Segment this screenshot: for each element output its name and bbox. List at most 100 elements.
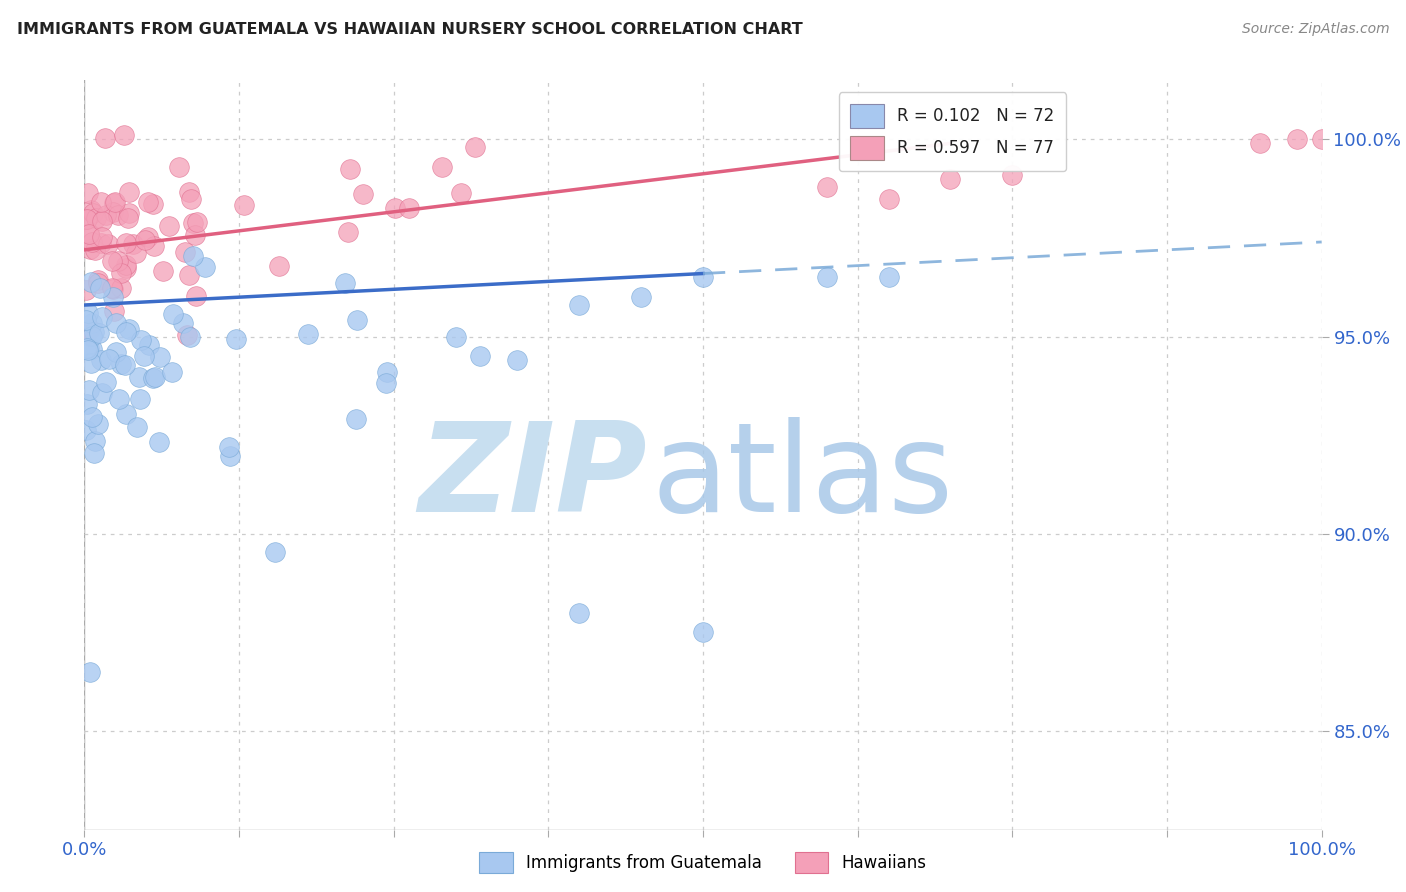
Point xyxy=(183,217,205,231)
Point xyxy=(398,202,420,216)
Point xyxy=(375,376,398,390)
Point xyxy=(125,420,148,434)
Point xyxy=(114,261,136,276)
Point xyxy=(134,233,156,247)
Point xyxy=(232,198,254,212)
Point xyxy=(79,322,101,336)
Point xyxy=(83,446,105,460)
Point xyxy=(186,215,208,229)
Point xyxy=(162,307,184,321)
Legend: Immigrants from Guatemala, Hawaiians: Immigrants from Guatemala, Hawaiians xyxy=(472,846,934,880)
Point xyxy=(339,161,361,176)
Point xyxy=(122,237,145,252)
Point xyxy=(118,185,141,199)
Point xyxy=(132,349,155,363)
Point xyxy=(1285,132,1308,146)
Point xyxy=(470,349,492,363)
Point xyxy=(91,230,114,244)
Point xyxy=(117,211,139,225)
Point xyxy=(82,410,104,425)
Point xyxy=(346,313,368,327)
Point xyxy=(75,327,97,342)
Point xyxy=(115,258,138,272)
Point xyxy=(118,206,141,220)
Point xyxy=(1249,136,1271,151)
Point xyxy=(76,211,98,226)
Point xyxy=(97,352,120,367)
Point xyxy=(90,385,112,400)
Point xyxy=(75,423,97,437)
Point xyxy=(90,310,112,324)
Point xyxy=(80,356,103,370)
Point xyxy=(103,195,125,210)
Point xyxy=(110,280,132,294)
Point xyxy=(103,282,125,296)
Point xyxy=(76,186,98,200)
Point xyxy=(82,235,104,249)
Point xyxy=(105,316,128,330)
Point xyxy=(177,268,200,282)
Point xyxy=(77,341,100,355)
Point xyxy=(568,298,591,312)
Point xyxy=(110,266,132,280)
Point xyxy=(180,192,202,206)
Point xyxy=(375,365,398,379)
Point xyxy=(79,242,101,256)
Point xyxy=(263,545,285,559)
Point xyxy=(118,321,141,335)
Point xyxy=(79,383,101,397)
Point xyxy=(76,341,98,355)
Point xyxy=(183,248,205,262)
Point xyxy=(877,192,900,206)
Point xyxy=(129,392,152,407)
Point xyxy=(630,290,652,304)
Point xyxy=(344,412,367,426)
Point xyxy=(77,227,100,241)
Point xyxy=(86,211,108,225)
Point xyxy=(128,370,150,384)
Point xyxy=(1001,168,1024,182)
Point xyxy=(142,238,165,252)
Point xyxy=(336,226,359,240)
Point xyxy=(107,253,129,268)
Point xyxy=(430,160,453,174)
Point xyxy=(352,187,374,202)
Point xyxy=(90,214,112,228)
Point xyxy=(107,392,129,407)
Point xyxy=(76,397,98,411)
Point xyxy=(115,407,138,421)
Point xyxy=(115,325,138,339)
Point xyxy=(110,358,132,372)
Point xyxy=(444,329,467,343)
Point xyxy=(79,202,101,217)
Point xyxy=(176,328,198,343)
Point xyxy=(89,281,111,295)
Point xyxy=(90,195,112,210)
Point xyxy=(152,264,174,278)
Point xyxy=(506,353,529,368)
Point xyxy=(82,205,104,219)
Point xyxy=(87,276,110,290)
Point xyxy=(90,353,112,368)
Point xyxy=(335,277,357,291)
Point xyxy=(939,172,962,186)
Point xyxy=(107,208,129,222)
Point xyxy=(143,370,166,384)
Text: ZIP: ZIP xyxy=(419,417,647,538)
Point xyxy=(112,128,135,143)
Point xyxy=(194,260,217,274)
Point xyxy=(148,435,170,450)
Point xyxy=(75,342,97,356)
Point xyxy=(76,343,98,357)
Point xyxy=(82,329,104,343)
Point xyxy=(138,338,160,352)
Point xyxy=(87,273,110,287)
Point xyxy=(125,246,148,260)
Point xyxy=(93,131,115,145)
Point xyxy=(80,342,103,356)
Point xyxy=(218,450,240,464)
Text: Source: ZipAtlas.com: Source: ZipAtlas.com xyxy=(1241,22,1389,37)
Point xyxy=(104,194,127,209)
Point xyxy=(568,606,591,620)
Point xyxy=(160,365,183,379)
